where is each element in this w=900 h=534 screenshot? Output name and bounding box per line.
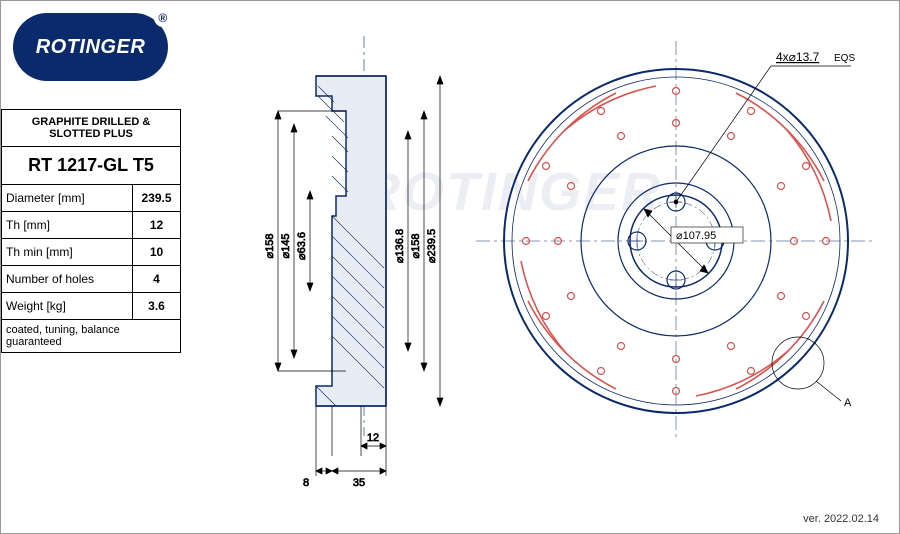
dim-label: ⌀145 (280, 234, 292, 259)
table-footer: coated, tuning, balance guaranteed (2, 320, 181, 353)
dim-label: ⌀158 (410, 234, 422, 259)
front-view: 4x⌀13.7 EQS ⌀107.95 A (476, 41, 876, 441)
spec-value: 3.6 (133, 293, 181, 320)
spec-label: Weight [kg] (2, 293, 133, 320)
spec-label: Th min [mm] (2, 239, 133, 266)
spec-label: Number of holes (2, 266, 133, 293)
table-row: Number of holes 4 (2, 266, 181, 293)
brand-text: ROTINGER (36, 36, 146, 59)
dim-label: ⌀136.8 (394, 229, 406, 263)
section-view: ⌀158 ⌀145 ⌀63.6 ⌀136.8 ⌀158 ⌀239.5 (264, 36, 443, 489)
hole-callout: 4x⌀13.7 (776, 50, 820, 64)
dim-label: 35 (353, 477, 365, 489)
hole-eqs: EQS (834, 53, 855, 64)
part-number: RT 1217-GL T5 (2, 147, 181, 185)
spec-value: 4 (133, 266, 181, 293)
dim-label: 12 (367, 432, 379, 444)
bore-label: ⌀107.95 (676, 230, 716, 242)
table-row: Weight [kg] 3.6 (2, 293, 181, 320)
dim-label: ⌀63.6 (296, 232, 308, 260)
spec-label: Diameter [mm] (2, 185, 133, 212)
table-row: Th min [mm] 10 (2, 239, 181, 266)
spec-value: 12 (133, 212, 181, 239)
technical-drawing: ⌀158 ⌀145 ⌀63.6 ⌀136.8 ⌀158 ⌀239.5 (206, 31, 886, 491)
version-label: ver. 2022.02.14 (803, 513, 879, 525)
table-row: Diameter [mm] 239.5 (2, 185, 181, 212)
spec-label: Th [mm] (2, 212, 133, 239)
spec-table: GRAPHITE DRILLED & SLOTTED PLUS RT 1217-… (1, 109, 181, 353)
brand-logo: ROTINGER ® (13, 13, 168, 81)
spec-value: 239.5 (133, 185, 181, 212)
registered-mark: ® (154, 9, 172, 27)
dim-label: ⌀239.5 (426, 229, 438, 263)
spec-value: 10 (133, 239, 181, 266)
table-row: Th [mm] 12 (2, 212, 181, 239)
dim-label: 8 (303, 477, 309, 489)
dim-label: ⌀158 (264, 234, 276, 259)
detail-marker: A (844, 397, 852, 409)
table-header: GRAPHITE DRILLED & SLOTTED PLUS (2, 110, 181, 147)
